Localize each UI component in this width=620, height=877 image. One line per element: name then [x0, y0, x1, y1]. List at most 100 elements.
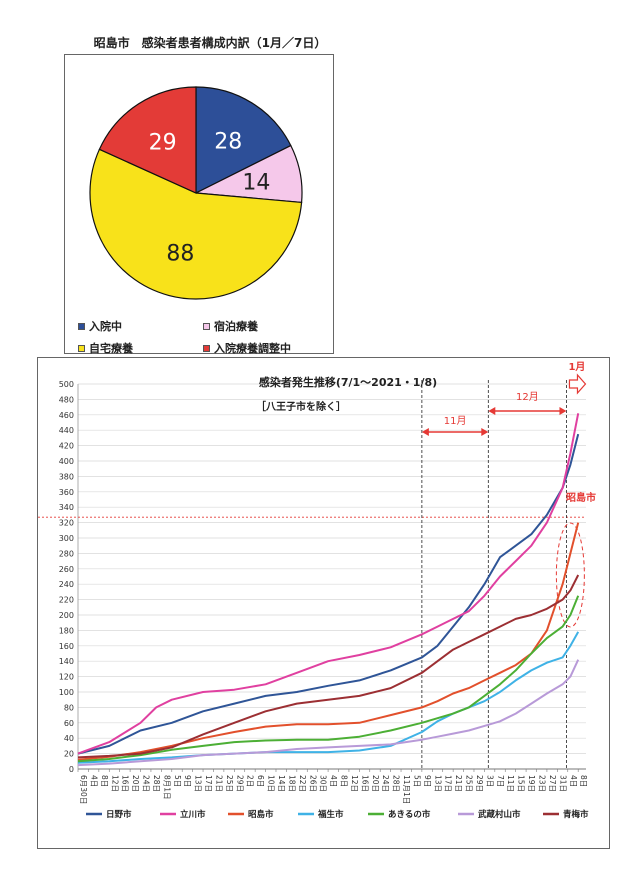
x-tick-label-32: 5日 [412, 775, 421, 787]
pie-slice-label-2: 88 [166, 241, 194, 266]
x-tick-label-1: 4日 [89, 775, 98, 787]
pie-legend-swatch-3 [203, 344, 210, 352]
legend-label-4: あきるの市 [388, 809, 431, 820]
pie-legend-item-0: 入院中 [78, 318, 203, 334]
x-tick-label-18: 10日 [267, 775, 276, 792]
city-label: 昭島市 [566, 491, 596, 504]
line-chart-panel: 0 20 40 60 80 100 120 140 160 180 200 220 240 260 280 3… [37, 357, 610, 849]
pie-legend-label-1: 宿泊療養 [214, 320, 258, 333]
legend-item-0: 日野市 [86, 809, 132, 820]
x-tick-label-14: 25日 [225, 775, 234, 792]
pie-chart-panel: 28 14 88 29 [64, 54, 334, 354]
pie-slice-0 [195, 86, 292, 194]
x-tick-label-5: 20日 [131, 775, 140, 792]
jan-arrow [568, 373, 587, 395]
x-tick-label-44: 23日 [538, 775, 547, 792]
y-tick-label-8: 160 [59, 642, 74, 651]
x-tick-label-29: 24日 [381, 775, 390, 792]
series-line-3 [77, 631, 580, 764]
x-tick-label-2: 8日 [100, 775, 109, 787]
dec-arrow [488, 407, 567, 415]
legend-item-4: あきるの市 [368, 809, 431, 820]
y-tick-label-12: 240 [59, 580, 74, 589]
x-tick-label-10: 9日 [183, 775, 192, 787]
x-tick-label-46: 31日 [558, 775, 567, 792]
x-tick-label-15: 29日 [235, 775, 244, 792]
x-tick-label-13: 21日 [214, 775, 223, 792]
nov-arrow-head-right [481, 428, 489, 436]
x-tick-label-12: 17日 [204, 775, 213, 792]
pie-slice-label-3: 29 [149, 130, 177, 155]
pie-legend-item-2: 自宅療養 [78, 340, 203, 356]
x-tick-label-0: 6月30日 [79, 775, 88, 804]
x-tick-label-7: 28日 [152, 775, 161, 792]
y-tick-label-18: 360 [59, 488, 74, 497]
jan-label: 1月 [568, 361, 585, 373]
city-highlight-ellipse [555, 522, 585, 628]
legend-item-3: 福生市 [298, 809, 344, 820]
x-tick-label-20: 18日 [287, 775, 296, 792]
pie-legend: 入院中 宿泊療養 自宅療養 入院療養調整中 [78, 318, 328, 356]
pie-legend-swatch-2 [78, 344, 85, 352]
x-tick-label-33: 9日 [423, 775, 432, 787]
x-tick-label-19: 14日 [277, 775, 286, 792]
series-line-0 [77, 433, 580, 755]
series-line-1 [77, 413, 580, 755]
x-tick-label-23: 30日 [319, 775, 328, 792]
series-line-5 [77, 659, 580, 767]
x-tick-label-6: 24日 [142, 775, 151, 792]
pie-slice-label-0: 28 [214, 130, 242, 155]
legend-label-0: 日野市 [106, 809, 132, 820]
x-tick-label-3: 12日 [110, 775, 119, 792]
x-tick-label-35: 17日 [444, 775, 453, 792]
x-tick-label-26: 12日 [350, 775, 359, 792]
y-tick-label-14: 280 [59, 549, 74, 558]
x-tick-label-40: 7日 [496, 775, 505, 787]
x-tick-label-16: 2日 [246, 775, 255, 787]
y-tick-label-20: 400 [59, 457, 74, 466]
x-tick-label-36: 21日 [454, 775, 463, 792]
y-tick-label-15: 300 [59, 534, 74, 543]
x-tick-label-30: 28日 [392, 775, 401, 792]
dec-label: 12月 [516, 391, 539, 403]
x-tick-label-31: 11月1日 [402, 775, 411, 804]
x-tick-label-24: 4日 [329, 775, 338, 787]
y-tick-label-23: 460 [59, 411, 74, 420]
x-tick-label-27: 16日 [360, 775, 369, 792]
dec-arrow-head-left [488, 407, 496, 415]
y-tick-label-10: 200 [59, 611, 74, 620]
y-tick-label-17: 340 [59, 503, 74, 512]
y-tick-label-1: 20 [64, 750, 74, 759]
y-tick-label-4: 80 [64, 703, 74, 712]
y-tick-label-9: 180 [59, 626, 74, 635]
y-tick-label-21: 420 [59, 442, 74, 451]
y-tick-label-3: 60 [64, 719, 74, 728]
y-tick-label-24: 480 [59, 395, 74, 404]
x-tick-label-45: 27日 [548, 775, 557, 792]
nov-label: 11月 [444, 415, 467, 427]
pie-legend-swatch-0 [78, 322, 85, 330]
x-tick-label-8: 8月1日 [162, 775, 171, 800]
x-tick-label-9: 5日 [173, 775, 182, 787]
dec-arrow-head-right [559, 407, 567, 415]
y-tick-label-2: 40 [64, 734, 74, 743]
y-tick-label-19: 380 [59, 472, 74, 481]
pie-legend-item-3: 入院療養調整中 [203, 340, 328, 356]
pie-legend-swatch-1 [203, 322, 210, 330]
legend-item-1: 立川市 [160, 809, 206, 820]
x-tick-label-11: 13日 [194, 775, 203, 792]
x-tick-label-4: 16日 [121, 775, 130, 792]
legend-label-3: 福生市 [317, 809, 344, 820]
line-chart-subtitle: ［八王子市を除く］ [256, 400, 346, 413]
x-tick-label-38: 29日 [475, 775, 484, 792]
y-tick-label-22: 440 [59, 426, 74, 435]
nov-arrow-head-left [421, 428, 429, 436]
pie-slice-3 [98, 86, 197, 194]
legend-item-6: 青梅市 [543, 809, 589, 820]
x-tick-label-42: 15日 [517, 775, 526, 792]
pie-legend-label-0: 入院中 [89, 320, 122, 333]
x-tick-label-41: 11日 [506, 775, 515, 792]
pie-slice-2 [89, 148, 303, 300]
x-tick-label-22: 26日 [308, 775, 317, 792]
